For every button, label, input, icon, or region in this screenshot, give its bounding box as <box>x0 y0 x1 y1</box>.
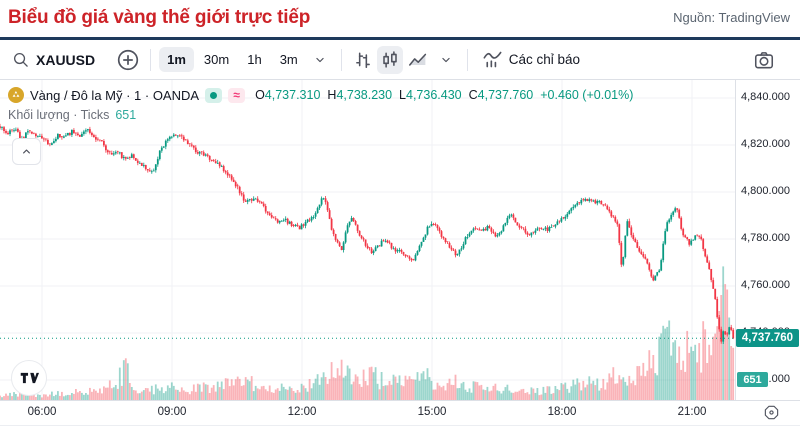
plus-circle-icon <box>117 49 139 70</box>
market-status-dot-icon[interactable] <box>205 87 223 103</box>
last-price-label: 4,737.760 <box>736 329 799 347</box>
time-axis-label: 09:00 <box>157 406 187 418</box>
indicators-icon <box>483 51 502 68</box>
chart-region: Vàng / Đô la Mỹ · 1 · OANDA ≈ O4,737.310… <box>0 80 800 429</box>
price-change-value: +0.460 (+0.01%) <box>540 88 634 102</box>
page-header: Biểu đồ giá vàng thế giới trực tiếp Nguồ… <box>0 0 800 37</box>
price-axis[interactable]: 4,720.0004,740.0004,760.0004,780.0004,80… <box>735 80 800 400</box>
time-axis-label: 15:00 <box>417 406 447 418</box>
timeframe-1m[interactable]: 1m <box>159 47 194 72</box>
chevron-down-icon <box>442 57 450 62</box>
ohlc-field-l: L4,736.430 <box>399 88 462 102</box>
legend-volume-row[interactable]: Khối lượng · Ticks 651 <box>8 107 633 123</box>
timeframe-group: 1m 30m 1h 3m <box>159 47 306 72</box>
ohlc-values: O4,737.310 H4,738.230 L4,736.430 C4,737.760… <box>255 88 633 102</box>
legend-symbol-row[interactable]: Vàng / Đô la Mỹ · 1 · OANDA ≈ O4,737.310… <box>8 86 633 104</box>
camera-icon <box>754 51 774 68</box>
price-chart-canvas[interactable] <box>0 80 735 400</box>
tradingview-logo[interactable] <box>11 360 47 396</box>
time-axis-label: 18:00 <box>547 406 577 418</box>
compare-add-button[interactable] <box>114 46 142 74</box>
price-axis-label: 4,820.000 <box>741 138 790 150</box>
source-attribution: Nguồn: TradingView <box>673 10 790 25</box>
time-axis-label: 12:00 <box>287 406 317 418</box>
price-axis-label: 4,840.000 <box>741 91 790 103</box>
volume-value-label: 651 <box>737 372 768 387</box>
price-axis-label: 4,800.000 <box>741 185 790 197</box>
timeframe-menu-button[interactable] <box>307 46 333 74</box>
toolbar-separator <box>150 48 152 71</box>
oanda-logo-icon <box>8 87 24 103</box>
chart-style-candles-button[interactable] <box>376 45 403 74</box>
candles-style-icon <box>382 50 397 68</box>
timeframe-3m[interactable]: 3m <box>272 47 306 72</box>
time-axis-label: 21:00 <box>677 406 707 418</box>
volume-study-label: Khối lượng · Ticks <box>8 108 110 122</box>
delayed-data-icon[interactable]: ≈ <box>228 87 246 103</box>
legend-symbol-title: Vàng / Đô la Mỹ · 1 · OANDA <box>30 87 200 103</box>
indicators-label: Các chỉ báo <box>508 52 581 67</box>
instrument-settings-icon[interactable] <box>763 404 780 421</box>
price-axis-label: 4,760.000 <box>741 279 790 291</box>
chart-style-bars-button[interactable] <box>350 46 376 74</box>
search-icon <box>13 52 28 67</box>
chart-style-area-button[interactable] <box>404 46 432 74</box>
timeframe-30m[interactable]: 30m <box>196 47 237 72</box>
collapse-pane-button[interactable] <box>12 138 41 165</box>
tradingview-logo-icon <box>20 372 39 384</box>
chart-style-menu-button[interactable] <box>433 46 459 74</box>
price-axis-label: 4,780.000 <box>741 232 790 244</box>
ohlc-field-c: C4,737.760 <box>468 88 534 102</box>
header-divider <box>0 37 800 40</box>
time-axis-label: 06:00 <box>27 406 57 418</box>
toolbar-separator <box>340 48 342 71</box>
chart-toolbar: XAUUSD 1m 30m 1h 3m Các chỉ báo <box>0 40 800 80</box>
area-style-icon <box>408 53 426 66</box>
time-axis[interactable]: 06:00 09:00 12:00 15:00 18:00 21:00 <box>0 400 800 426</box>
chevron-up-icon <box>23 149 30 154</box>
volume-study-value: 651 <box>115 108 137 122</box>
chart-legend: Vàng / Đô la Mỹ · 1 · OANDA ≈ O4,737.310… <box>8 86 633 123</box>
symbol-label: XAUUSD <box>36 51 96 68</box>
timeframe-1h[interactable]: 1h <box>239 47 269 72</box>
toolbar-separator <box>466 48 468 71</box>
ohlc-field-h: H4,738.230 <box>327 88 393 102</box>
snapshot-camera-button[interactable] <box>750 46 778 74</box>
indicators-button[interactable]: Các chỉ báo <box>476 45 586 74</box>
symbol-search-button[interactable]: XAUUSD <box>8 51 99 68</box>
bars-style-icon <box>355 52 370 68</box>
page-title: Biểu đồ giá vàng thế giới trực tiếp <box>8 7 311 28</box>
chevron-down-icon <box>316 57 324 62</box>
ohlc-field-o: O4,737.310 <box>255 88 321 102</box>
